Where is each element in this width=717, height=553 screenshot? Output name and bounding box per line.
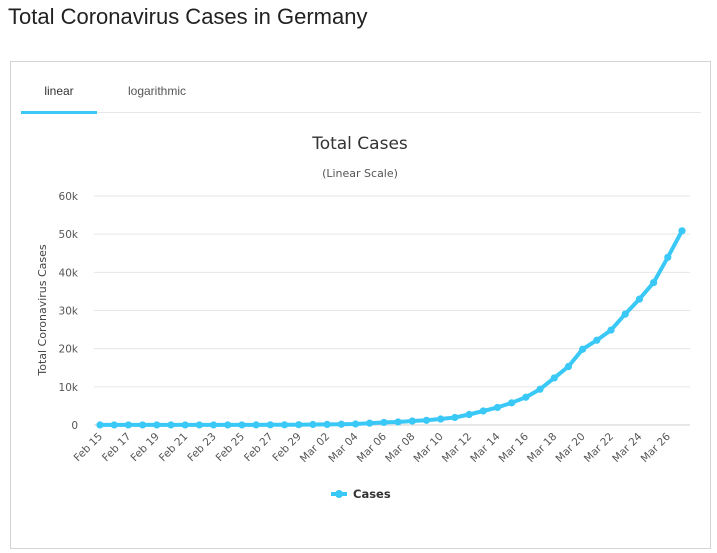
data-point[interactable] [579,345,587,353]
data-point[interactable] [437,415,445,423]
x-tick-label: Feb 17 [100,431,133,464]
y-tick-label: 30k [59,306,79,318]
x-tick-label: Mar 16 [497,430,532,465]
data-point[interactable] [96,421,104,429]
data-point[interactable] [451,413,459,422]
x-tick-label: Feb 27 [242,431,275,464]
y-tick-label: 0 [71,420,78,432]
data-point[interactable] [266,421,274,429]
data-point[interactable] [224,421,232,429]
x-tick-label: Mar 04 [326,430,361,465]
data-point[interactable] [309,420,317,429]
x-tick-label: Mar 22 [582,431,616,465]
tab-linear-label: linear [44,84,74,98]
chart-panel: linear logarithmic [10,61,711,549]
grid-lines [94,195,690,426]
x-tick-label: Mar 06 [355,430,390,465]
data-point[interactable] [351,420,360,428]
data-point[interactable] [508,399,516,407]
data-point[interactable] [536,385,544,393]
legend-marker [335,490,343,498]
active-tab-indicator [21,111,97,114]
data-point[interactable] [337,420,345,428]
data-point[interactable] [209,421,218,429]
data-point[interactable] [380,418,388,427]
y-tick-label: 10k [59,382,79,394]
y-tick-label: 20k [59,344,79,356]
data-point[interactable] [295,421,303,429]
y-tick-labels: 0 10k 20k 30k 40k 50k 60k [59,191,79,432]
x-tick-label: Mar 08 [383,431,417,465]
data-point[interactable] [252,421,260,429]
data-point[interactable] [408,417,416,425]
data-point[interactable] [110,421,118,429]
chart-title: Total Cases [311,134,408,154]
x-tick-label: Mar 20 [553,431,587,465]
series-cases [96,227,686,429]
data-point[interactable] [323,420,331,428]
data-point[interactable] [422,416,431,424]
x-tick-label: Feb 23 [185,431,218,464]
x-tick-label: Mar 26 [639,430,674,465]
tab-logarithmic-label: logarithmic [127,84,187,98]
data-point[interactable] [465,410,473,419]
data-point[interactable] [564,362,573,371]
series-line-cases [98,228,684,427]
data-point[interactable] [366,419,374,427]
tab-logarithmic[interactable]: logarithmic [117,74,197,112]
data-point[interactable] [678,227,686,235]
scale-tabs: linear logarithmic [21,74,701,114]
y-axis-label: Total Coronavirus Cases [36,244,49,377]
data-point[interactable] [167,421,175,429]
y-tick-label: 60k [59,191,79,203]
data-point[interactable] [153,421,161,429]
x-tick-label: Mar 18 [525,431,559,465]
data-point[interactable] [650,278,658,287]
tab-linear[interactable]: linear [21,74,97,114]
data-point[interactable] [635,295,644,303]
data-point[interactable] [124,421,132,429]
x-tick-label: Mar 02 [298,431,332,465]
data-point[interactable] [607,326,615,334]
page-title: Total Coronavirus Cases in Germany [8,4,368,29]
x-tick-label: Mar 24 [610,430,645,465]
data-point[interactable] [493,403,502,412]
x-tick-label: Mar 14 [468,430,503,465]
data-point[interactable] [280,421,289,429]
x-tick-label: Feb 29 [270,431,303,464]
data-point[interactable] [550,374,558,382]
y-tick-label: 40k [59,267,79,279]
data-point[interactable] [479,407,487,415]
x-tick-label: Mar 10 [411,431,445,465]
x-tick-label: Feb 15 [72,431,105,464]
legend[interactable]: Cases [331,487,391,501]
data-point[interactable] [621,310,629,318]
data-point[interactable] [522,393,530,401]
data-point[interactable] [181,421,189,429]
x-tick-label: Feb 25 [214,431,247,464]
data-point[interactable] [238,421,246,429]
legend-label-cases: Cases [353,487,391,501]
chart-subtitle: (Linear Scale) [322,167,398,180]
x-tick-label: Feb 21 [157,431,190,464]
data-point[interactable] [195,421,203,429]
data-point[interactable] [664,253,672,261]
data-point[interactable] [394,418,402,426]
data-point[interactable] [138,421,147,429]
x-tick-label: Feb 19 [128,431,161,464]
y-tick-label: 50k [59,229,79,241]
x-tick-label: Mar 12 [440,431,474,465]
data-point[interactable] [593,336,601,344]
